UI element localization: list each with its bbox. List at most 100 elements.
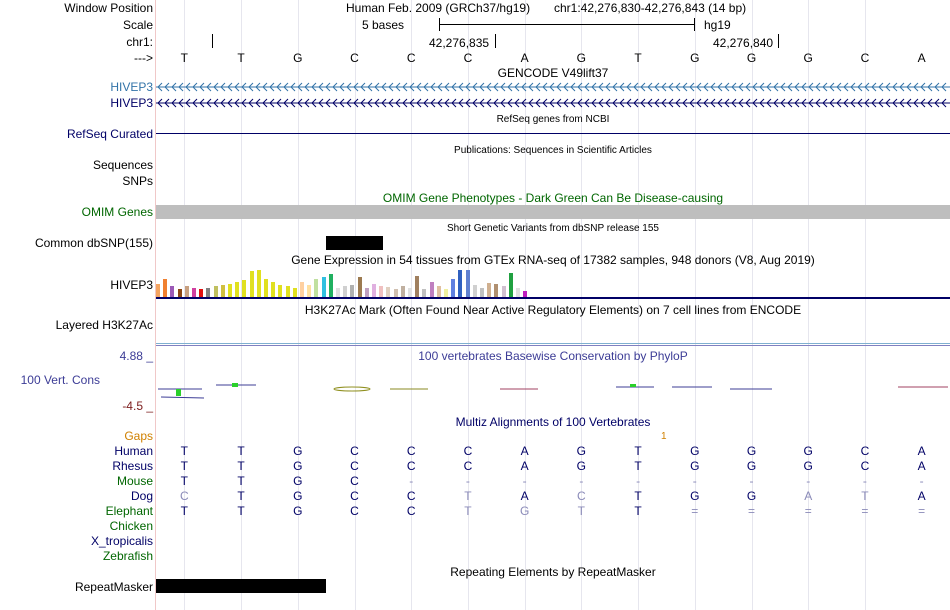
gencode-transcript-2[interactable] <box>156 98 950 108</box>
gtex-tissue-bar[interactable] <box>242 280 247 297</box>
gaps-label[interactable]: Gaps <box>124 429 153 443</box>
gtex-tissue-bar[interactable] <box>206 288 211 297</box>
gtex-tissue-bar[interactable] <box>156 284 160 297</box>
repeatmasker-label[interactable]: RepeatMasker <box>74 580 153 594</box>
gtex-tissue-bar[interactable] <box>436 286 441 297</box>
gtex-tissue-bar[interactable] <box>501 286 506 297</box>
gtex-track-title: Gene Expression in 54 tissues from GTEx … <box>291 253 815 267</box>
refseq-label[interactable]: RefSeq Curated <box>66 127 153 141</box>
species-label[interactable]: Dog <box>130 489 153 503</box>
aligned-base: G <box>293 474 303 488</box>
aligned-base: A <box>917 444 926 458</box>
gtex-tissue-bar[interactable] <box>264 279 268 297</box>
h3k27ac-label[interactable]: Layered H3K27Ac <box>55 318 153 332</box>
gtex-tissue-bar[interactable] <box>170 286 175 297</box>
gtex-tissue-bar[interactable] <box>429 282 434 297</box>
gtex-tissue-bar[interactable] <box>350 285 355 297</box>
gtex-tissue-bar[interactable] <box>523 291 528 297</box>
gtex-tissue-bar[interactable] <box>458 270 463 297</box>
gtex-tissue-bar[interactable] <box>422 289 427 297</box>
aligned-base: - <box>579 474 584 488</box>
gtex-tissue-bar[interactable] <box>364 288 369 297</box>
gtex-tissue-bar[interactable] <box>321 277 326 297</box>
gtex-tissue-bar[interactable] <box>192 288 196 297</box>
gtex-tissue-bar[interactable] <box>336 288 340 297</box>
gtex-tissue-bar[interactable] <box>444 289 448 297</box>
gtex-tissue-bar[interactable] <box>328 274 333 297</box>
aligned-base: - <box>692 474 697 488</box>
phylop-signal <box>158 383 948 399</box>
phylop-label[interactable]: 100 Vert. Cons <box>20 373 100 387</box>
db-name: hg19 <box>704 18 731 32</box>
refseq-gene-line[interactable] <box>156 133 950 134</box>
reference-base: T <box>634 51 642 65</box>
snps-label[interactable]: SNPs <box>122 174 153 188</box>
repeat-element-block[interactable] <box>156 579 326 593</box>
gtex-tissue-bar[interactable] <box>300 282 304 297</box>
gtex-tissue-bar[interactable] <box>292 288 297 297</box>
omim-gene-bar[interactable] <box>156 205 950 219</box>
aligned-base: T <box>180 459 189 473</box>
gencode-transcript-1[interactable] <box>156 82 950 92</box>
gtex-tissue-bar[interactable] <box>220 285 225 297</box>
species-label[interactable]: Zebrafish <box>102 549 153 563</box>
gtex-tissue-bar[interactable] <box>163 279 168 297</box>
gtex-tissue-bar[interactable] <box>307 285 312 297</box>
gtex-tissue-bar[interactable] <box>285 286 290 297</box>
gtex-tissue-bar[interactable] <box>508 273 513 297</box>
aligned-base: C <box>463 459 473 473</box>
species-label[interactable]: Elephant <box>105 504 153 518</box>
reference-base: G <box>293 51 303 65</box>
gtex-tissue-bar[interactable] <box>343 286 348 297</box>
species-label[interactable]: Rhesus <box>112 459 153 473</box>
gtex-tissue-bar[interactable] <box>379 286 384 297</box>
gtex-tissue-bar[interactable] <box>249 271 254 297</box>
ruler-tick <box>778 34 779 48</box>
aligned-base: C <box>350 504 359 518</box>
dbsnp-label[interactable]: Common dbSNP(155) <box>34 236 153 250</box>
aligned-base: A <box>804 489 813 503</box>
gtex-tissue-bar[interactable] <box>516 288 520 297</box>
gtex-tissue-bar[interactable] <box>177 289 182 297</box>
base-gridline <box>638 0 639 610</box>
gtex-tissue-bar[interactable] <box>393 289 398 297</box>
gtex-tissue-bar[interactable] <box>451 279 456 297</box>
omim-label[interactable]: OMIM Genes <box>81 205 153 219</box>
gtex-tissue-bar[interactable] <box>314 279 319 297</box>
species-label[interactable]: Human <box>114 444 153 458</box>
aligned-base: = <box>747 504 755 518</box>
gtex-tissue-bar[interactable] <box>278 285 283 297</box>
gtex-tissue-bar[interactable] <box>415 276 420 297</box>
gtex-tissue-bar[interactable] <box>472 285 477 297</box>
publications-label[interactable]: Sequences <box>92 158 153 172</box>
gtex-tissue-bar[interactable] <box>494 284 499 297</box>
species-label[interactable]: Chicken <box>109 519 153 533</box>
gtex-tissue-bar[interactable] <box>256 270 261 297</box>
gtex-tissue-bar[interactable] <box>357 277 362 297</box>
gtex-tissue-bar[interactable] <box>213 286 218 297</box>
gencode-item-label[interactable]: HIVEP3 <box>110 96 153 110</box>
gtex-tissue-bar[interactable] <box>372 284 376 297</box>
gtex-tissue-bar[interactable] <box>184 286 189 297</box>
species-label[interactable]: Mouse <box>116 474 153 488</box>
gtex-label[interactable]: HIVEP3 <box>110 278 153 292</box>
gtex-tissue-bar[interactable] <box>228 284 232 297</box>
gtex-tissue-bar[interactable] <box>199 289 204 297</box>
gtex-tissue-bar[interactable] <box>408 288 412 297</box>
gtex-tissue-bar[interactable] <box>235 282 240 297</box>
species-label[interactable]: X_tropicalis <box>90 534 153 548</box>
aligned-base: - <box>465 474 470 488</box>
aligned-base: G <box>690 459 700 473</box>
gtex-tissue-bar[interactable] <box>487 283 492 297</box>
ruler-coord-1: 42,276,835 <box>429 36 490 50</box>
gtex-tissue-bar[interactable] <box>400 286 405 297</box>
gencode-item-label[interactable]: HIVEP3 <box>110 80 153 94</box>
gtex-tissue-bar[interactable] <box>386 287 391 297</box>
gtex-bar-graph[interactable] <box>156 267 950 297</box>
dbsnp-variant-block[interactable] <box>326 236 383 250</box>
gtex-tissue-bar[interactable] <box>271 282 276 297</box>
aligned-base: - <box>919 474 924 488</box>
gtex-tissue-bar[interactable] <box>465 270 470 297</box>
gtex-tissue-bar[interactable] <box>480 288 484 297</box>
